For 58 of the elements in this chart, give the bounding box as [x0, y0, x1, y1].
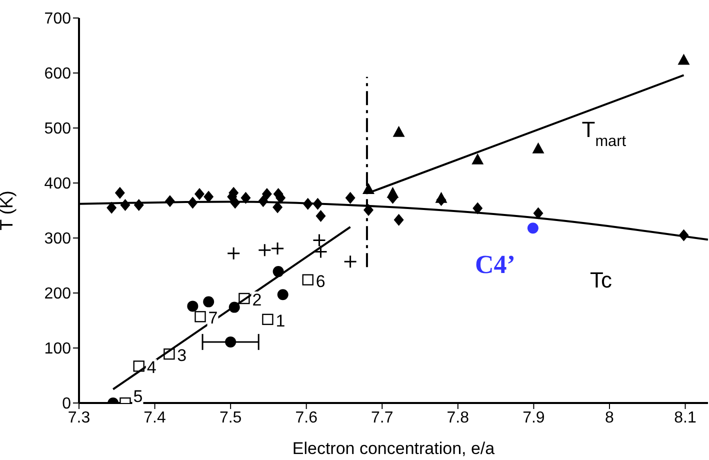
x-tick-label: 7.9: [522, 409, 545, 426]
annotation: 2: [252, 290, 262, 310]
point: [302, 274, 314, 286]
point: [392, 126, 405, 137]
point: [258, 243, 272, 257]
x-axis-title: Electron concentration, e/a: [292, 439, 496, 458]
point: [187, 300, 198, 312]
annotation: 4: [146, 358, 156, 378]
series-label: C4’: [474, 250, 516, 280]
point: [272, 201, 283, 214]
point: [194, 188, 204, 200]
point: [226, 246, 240, 260]
point: [435, 192, 448, 203]
point: [225, 336, 236, 348]
point: [312, 233, 326, 247]
point: [533, 207, 544, 220]
x-tick-label: 7.6: [295, 409, 318, 426]
y-tick-label: 100: [44, 340, 72, 358]
point: [394, 214, 404, 226]
point: [277, 289, 288, 300]
x-tick-label: 7.8: [446, 409, 470, 426]
annotation: 1: [276, 311, 286, 330]
annotation: 3: [177, 346, 187, 366]
y-tick-label: 600: [44, 66, 72, 83]
point: [527, 222, 538, 234]
point: [106, 202, 117, 214]
annotation: 5: [133, 387, 143, 406]
point: [194, 311, 206, 322]
point: [472, 202, 483, 214]
point: [270, 242, 284, 256]
point: [203, 296, 214, 308]
point: [314, 245, 328, 258]
point: [532, 142, 544, 154]
x-tick-label: 7.5: [219, 409, 242, 426]
point: [386, 186, 399, 198]
point: [316, 210, 326, 222]
point: [262, 314, 274, 325]
x-tick-label: 8: [605, 409, 614, 426]
x-tick-label: 7.7: [371, 409, 394, 426]
point: [678, 54, 690, 65]
annotation: 6: [316, 272, 326, 291]
y-tick-label: 400: [44, 176, 72, 193]
annotation: 7: [208, 308, 218, 328]
point: [204, 190, 214, 203]
y-tick-label: 300: [44, 230, 72, 248]
y-tick-label: 500: [44, 120, 72, 138]
point: [345, 192, 356, 204]
point: [262, 188, 272, 200]
point: [240, 192, 251, 204]
point: [114, 186, 125, 199]
x-tick-label: 8.1: [674, 409, 696, 426]
x-tick-label: 7.4: [144, 409, 166, 426]
series-label: Tc: [590, 268, 612, 293]
y-tick-label: 700: [44, 10, 72, 28]
y-tick-label: 200: [44, 286, 72, 303]
point: [344, 254, 358, 268]
point: [472, 153, 484, 164]
series-label: T$_{mart}$: [582, 117, 627, 150]
